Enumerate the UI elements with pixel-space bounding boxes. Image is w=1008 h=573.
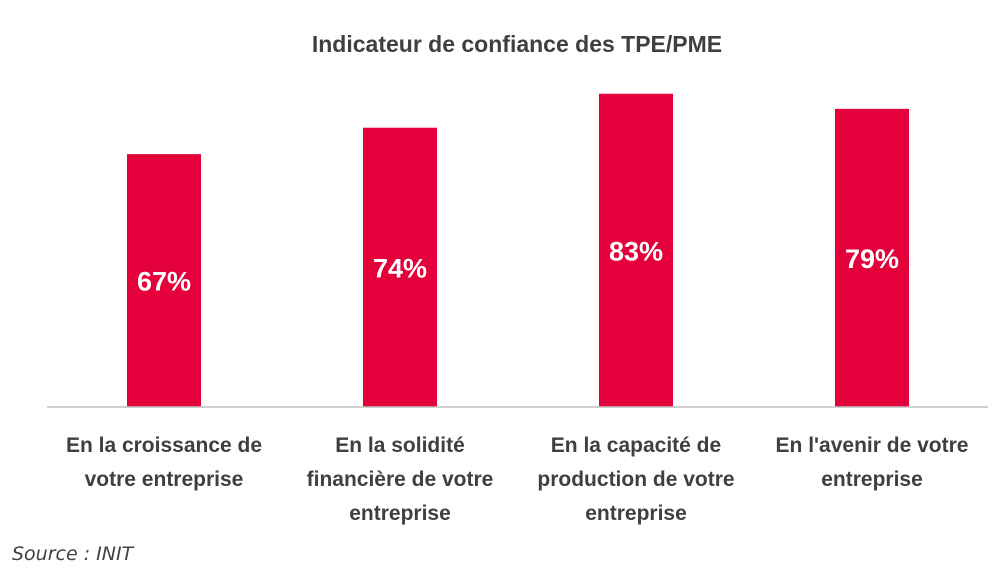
category-label: En la croissance de votre entreprise xyxy=(66,434,262,491)
category-label: En la capacité de production de votre entr… xyxy=(537,434,734,525)
category-label-line: entreprise xyxy=(585,502,687,525)
category-label-line: En la solidité xyxy=(335,434,465,457)
data-labels-group: 67% 74% 83% 79% xyxy=(137,236,899,296)
bar xyxy=(599,93,673,408)
bar xyxy=(127,154,201,407)
category-label-line: production de votre xyxy=(537,468,734,491)
data-label: 79% xyxy=(845,244,899,274)
category-label-line: entreprise xyxy=(821,468,923,491)
bar xyxy=(835,108,909,407)
category-label-line: En la croissance de xyxy=(66,434,262,457)
bars-group xyxy=(127,93,909,408)
source-note: Source : INIT xyxy=(12,543,134,565)
category-label-line: En l'avenir de votre xyxy=(776,434,969,457)
category-label: En l'avenir de votre entreprise xyxy=(776,434,969,491)
bar xyxy=(363,127,437,407)
data-label: 67% xyxy=(137,267,191,297)
category-label-line: entreprise xyxy=(349,502,451,525)
data-label: 83% xyxy=(609,236,663,266)
category-label-line: En la capacité de xyxy=(551,434,721,457)
chart-title: Indicateur de confiance des TPE/PME xyxy=(312,31,722,57)
category-label: En la solidité financière de votre entrepr… xyxy=(307,434,494,525)
category-label-line: financière de votre xyxy=(307,468,494,491)
category-label-line: votre entreprise xyxy=(85,468,244,491)
data-label: 74% xyxy=(373,253,427,283)
